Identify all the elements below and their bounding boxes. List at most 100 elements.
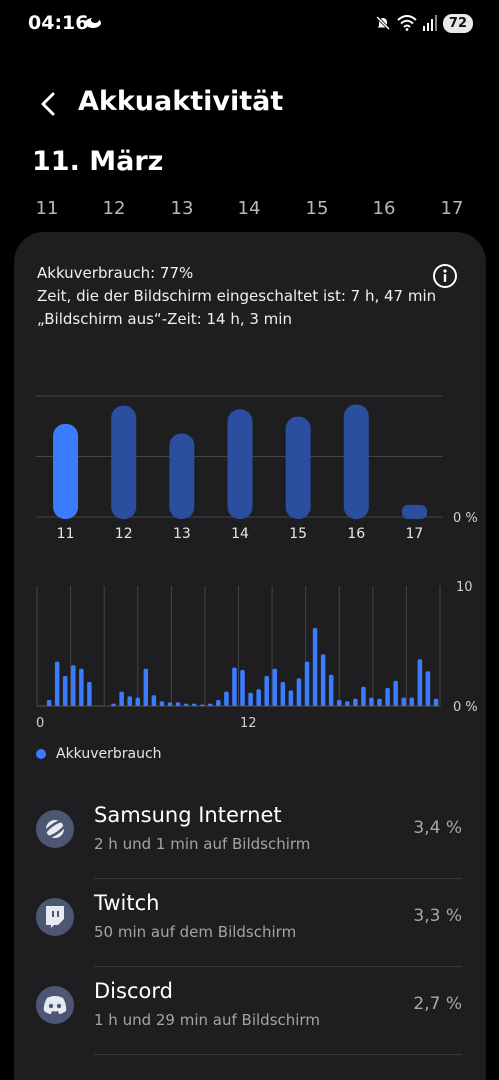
divider — [94, 1054, 462, 1055]
daily-bar[interactable] — [227, 409, 253, 519]
x-tick-label: 12 — [115, 526, 133, 540]
app-screen-time: 2 h und 1 min auf Bildschirm — [94, 835, 311, 853]
daily-bar[interactable] — [111, 405, 137, 519]
hourly-bar — [345, 701, 350, 706]
app-row-twitch[interactable]: Twitch 50 min auf dem Bildschirm 3,3 % — [14, 878, 486, 966]
hourly-bar — [240, 670, 245, 706]
hourly-bar — [337, 700, 342, 706]
hourly-bar — [62, 676, 68, 706]
daily-bar[interactable] — [343, 404, 369, 519]
x-tick-label: 0 — [36, 716, 44, 731]
hourly-bar — [264, 676, 269, 706]
hourly-bar — [409, 697, 415, 706]
back-button[interactable] — [30, 86, 66, 122]
hourly-bar — [183, 703, 189, 706]
page-title: Akkuaktivität — [78, 86, 284, 117]
hourly-bar — [369, 697, 374, 706]
day-tab[interactable]: 17 — [440, 197, 464, 219]
app-percent: 3,3 % — [413, 906, 462, 926]
app-percent: 2,7 % — [413, 994, 462, 1014]
hourly-bar — [272, 668, 278, 706]
hourly-bar — [175, 702, 181, 706]
hourly-bar — [143, 668, 149, 706]
app-header: Akkuaktivität — [0, 80, 499, 130]
day-tab[interactable]: 16 — [372, 197, 396, 219]
usage-total: Akkuverbrauch: 77% — [37, 264, 194, 282]
app-name: Discord — [94, 979, 173, 1003]
hourly-bar — [127, 696, 132, 706]
twitch-icon — [36, 898, 74, 936]
hourly-bar — [111, 703, 116, 706]
app-name: Twitch — [94, 891, 160, 915]
hourly-bar — [361, 686, 366, 706]
hourly-bar — [224, 691, 229, 706]
status-bar: 04:16 72 — [0, 0, 499, 46]
status-icons: 72 — [375, 12, 473, 34]
hourly-bar — [280, 682, 286, 706]
discord-icon — [36, 986, 74, 1024]
hourly-bar — [232, 667, 237, 706]
hourly-bar — [320, 654, 326, 706]
app-percent: 3,4 % — [413, 818, 462, 838]
hourly-bar — [433, 698, 439, 706]
y-axis-label: 0 % — [453, 511, 478, 526]
hourly-bar — [393, 680, 398, 706]
y-tick-label-bottom: 0 % — [453, 700, 478, 715]
daily-bar[interactable] — [169, 433, 195, 519]
usage-summary: Akkuverbrauch: 77% Zeit, die der Bildsch… — [37, 262, 436, 331]
hourly-bar — [159, 701, 165, 706]
app-screen-time: 50 min auf dem Bildschirm — [94, 923, 297, 941]
legend-label: Akkuverbrauch — [56, 746, 162, 762]
daily-bar[interactable] — [53, 423, 79, 519]
day-tab[interactable]: 15 — [305, 197, 329, 219]
hourly-bar — [256, 689, 261, 706]
mute-icon — [375, 15, 390, 31]
hourly-bar — [135, 697, 140, 706]
date-heading: 11. März — [32, 146, 164, 177]
hourly-bar — [87, 682, 92, 706]
hourly-bar — [328, 674, 334, 706]
hourly-bar — [46, 700, 52, 706]
screen-on-time: Zeit, die der Bildschirm eingeschaltet i… — [37, 287, 437, 305]
divider — [94, 966, 462, 967]
weather-cloud-icon — [85, 17, 101, 28]
x-tick-label: 14 — [231, 526, 249, 540]
hourly-bar — [288, 690, 294, 706]
hourly-bar — [296, 678, 302, 706]
app-row-samsung-internet[interactable]: Samsung Internet 2 h und 1 min auf Bilds… — [14, 790, 486, 878]
hourly-bar — [417, 659, 423, 706]
hourly-bar — [401, 697, 406, 706]
chart-legend: Akkuverbrauch — [36, 746, 162, 762]
hourly-bar — [54, 661, 60, 706]
legend-dot — [36, 749, 46, 759]
battery-indicator: 72 — [442, 13, 473, 33]
app-row-discord[interactable]: Discord 1 h und 29 min auf Bildschirm 2,… — [14, 966, 486, 1054]
daily-bar[interactable] — [285, 416, 311, 519]
y-tick-label-top: 10 — [456, 580, 473, 595]
status-time: 04:16 — [28, 12, 89, 34]
hourly-bar — [248, 692, 253, 706]
x-tick-label: 11 — [57, 526, 75, 540]
wifi-icon — [397, 15, 417, 31]
hourly-bar — [151, 695, 157, 706]
hourly-usage-chart: 10 0 % 0 12 — [36, 580, 478, 731]
screen-off-time: „Bildschirm aus“-Zeit: 14 h, 3 min — [37, 310, 292, 328]
hourly-bar — [216, 700, 221, 706]
hourly-bar — [425, 671, 431, 706]
day-tab[interactable]: 12 — [102, 197, 126, 219]
day-tab[interactable]: 14 — [237, 197, 261, 219]
daily-bar[interactable] — [401, 504, 427, 519]
divider — [94, 878, 462, 879]
hourly-bar — [167, 702, 173, 706]
day-tab[interactable]: 13 — [170, 197, 194, 219]
hourly-bar — [79, 668, 84, 706]
hourly-bar — [199, 704, 205, 706]
info-icon[interactable] — [432, 263, 458, 289]
day-tab[interactable]: 11 — [35, 197, 59, 219]
app-name: Samsung Internet — [94, 803, 282, 827]
x-tick-label: 16 — [347, 526, 365, 540]
hourly-bar — [377, 698, 382, 706]
hourly-bar — [119, 691, 124, 706]
app-screen-time: 1 h und 29 min auf Bildschirm — [94, 1011, 320, 1029]
hourly-bar — [191, 703, 197, 706]
